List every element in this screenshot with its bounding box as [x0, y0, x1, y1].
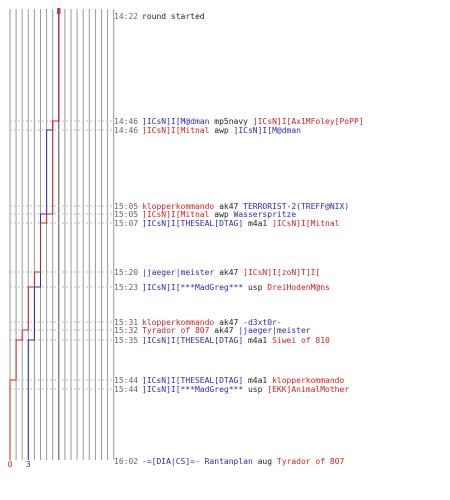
event-description: klopperkommando ak47 -d3xt0r- [142, 318, 282, 327]
event-team-a-player: ]ICsN]I[THESEAL[DTAG] [142, 376, 243, 385]
event-team-b-player: Tyrador of 807 [142, 326, 210, 335]
event-description: ]ICsN]I[***MadGreg*** usp DreiHodenM@ns [142, 283, 330, 292]
event-time: 15:05 [114, 210, 138, 219]
event-time: 14:22 [114, 12, 138, 21]
event-time: 14:46 [114, 117, 138, 126]
event-team-a-player: -=[DIA|CS]=- Rantanplan [142, 457, 253, 466]
event-team-a-player: ]ICsN]I[***MadGreg*** [142, 283, 243, 292]
event-team-a-player: ]ICsN]I[M@dman [142, 117, 210, 126]
event-team-b-player: [EKK]AnimalMother [267, 385, 349, 394]
event-time: 15:20 [114, 268, 138, 277]
event-team-b-player: ]ICsN]I[Mitnal [272, 219, 340, 228]
event-time: 15:44 [114, 376, 138, 385]
event-description: ]ICsN]I[THESEAL[DTAG] m4a1 Siwei of 810 [142, 336, 330, 345]
event-time: 15:32 [114, 326, 138, 335]
event-team-b-player: klopperkommando [142, 318, 214, 327]
event-description: Tyrador of 807 ak47 |jaeger|meister [142, 326, 311, 335]
event-description: |jaeger|meister ak47 ]ICsN]I[zoN]T]I[ [142, 268, 320, 277]
event-team-a-player: ]ICsN]I[***MadGreg*** [142, 385, 243, 394]
event-team-a-player: TERRORIST-2(TREFF@NIX) [243, 202, 349, 211]
event-team-a-player: |jaeger|meister [238, 326, 310, 335]
event-team-b-player: DreiHodenM@ns [267, 283, 330, 292]
event-time: 15:31 [114, 318, 138, 327]
event-time: 15:23 [114, 283, 138, 292]
event-team-b-player: klopperkommando [142, 202, 214, 211]
event-weapon: ak47 [214, 318, 243, 327]
event-team-a-player: ]ICsN]I[THESEAL[DTAG] [142, 336, 243, 345]
event-time: 16:02 [114, 457, 138, 466]
event-team-a-player: |jaeger|meister [142, 268, 214, 277]
event-time: 15:07 [114, 219, 138, 228]
event-team-b-player: ]ICsN]I[zoN]T]I[ [243, 268, 320, 277]
event-weapon: m4a1 [243, 376, 272, 385]
event-team-b-player: klopperkommando [272, 376, 344, 385]
event-time: 15:44 [114, 385, 138, 394]
event-description: ]ICsN]I[Mitnal awp ]ICsN]I[M@dman [142, 126, 301, 135]
event-team-a-player: -d3xt0r- [243, 318, 282, 327]
event-weapon: usp [243, 385, 267, 394]
event-time: 15:35 [114, 336, 138, 345]
series-line-red [9, 9, 60, 460]
event-weapon: awp [209, 126, 233, 135]
event-weapon: m4a1 [243, 336, 272, 345]
end-count-blue: 3 [26, 460, 31, 469]
event-weapon: ak47 [214, 202, 243, 211]
event-description: -=[DIA|CS]=- Rantanplan aug Tyrador of 8… [142, 457, 344, 466]
event-weapon: m4a1 [243, 219, 272, 228]
event-description: round started [142, 12, 205, 21]
event-description: ]ICsN]I[THESEAL[DTAG] m4a1 klopperkomman… [142, 376, 344, 385]
event-description: ]ICsN]I[***MadGreg*** usp [EKK]AnimalMot… [142, 385, 349, 394]
event-weapon: round started [142, 12, 205, 21]
event-team-b-player: Siwei of 810 [272, 336, 330, 345]
event-weapon: aug [253, 457, 277, 466]
event-weapon: awp [209, 210, 233, 219]
event-team-b-player: Tyrador of 807 [277, 457, 345, 466]
event-description: ]ICsN]I[M@dman mp5navy ]ICsN]I[Ax1MFoley… [142, 117, 364, 126]
end-count-red: 0 [8, 460, 13, 469]
event-time: 15:05 [114, 202, 138, 211]
start-count-red: 8 [56, 7, 61, 16]
series-line-blue [27, 9, 60, 460]
event-description: ]ICsN]I[Mitnal awp Wasserspritze [142, 210, 296, 219]
event-team-b-player: ]ICsN]I[Mitnal [142, 126, 210, 135]
event-description: ]ICsN]I[THESEAL[DTAG] m4a1 ]ICsN]I[Mitna… [142, 219, 340, 228]
event-description: klopperkommando ak47 TERRORIST-2(TREFF@N… [142, 202, 349, 211]
event-team-a-player: ]ICsN]I[THESEAL[DTAG] [142, 219, 243, 228]
event-weapon: usp [243, 283, 267, 292]
event-team-a-player: ]ICsN]I[M@dman [234, 126, 302, 135]
event-time: 14:46 [114, 126, 138, 135]
event-team-b-player: ]ICsN]I[Mitnal [142, 210, 210, 219]
event-team-a-player: Wasserspritze [234, 210, 297, 219]
event-team-b-player: ]ICsN]I[Ax1MFoley[PoPP] [253, 117, 364, 126]
event-weapon: ak47 [209, 326, 238, 335]
event-weapon: mp5navy [209, 117, 252, 126]
event-weapon: ak47 [214, 268, 243, 277]
